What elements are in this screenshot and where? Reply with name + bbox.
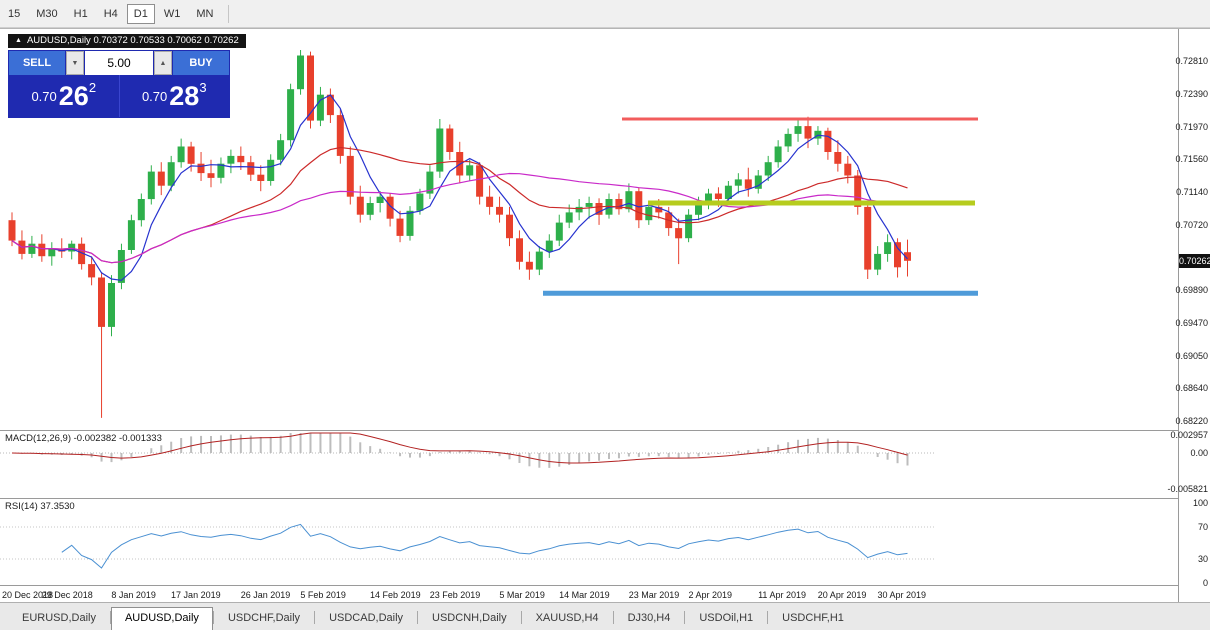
- toolbar-separator: [228, 4, 230, 23]
- tab-audusd-daily[interactable]: AUDUSD,Daily: [110, 607, 213, 630]
- tab-separator: [212, 611, 214, 624]
- price-tick-label: 0.72810: [1175, 56, 1208, 66]
- date-label: 5 Mar 2019: [499, 590, 545, 600]
- timeframe-button-h1[interactable]: H1: [73, 7, 88, 20]
- price-tick-label: 0.69890: [1175, 285, 1208, 296]
- volume-input[interactable]: 5.00: [85, 51, 153, 75]
- rsi-line: [61, 523, 908, 569]
- ma-line-5: [11, 94, 908, 281]
- tab-separator: [314, 611, 316, 624]
- date-axis[interactable]: 20 Dec 2018 29 Dec 2018 8 Jan 2019 17 Jan 2…: [0, 586, 1178, 603]
- buy-price-frac: 3: [199, 80, 207, 95]
- tab-usdchf-daily[interactable]: USDCHF,Daily: [227, 612, 301, 624]
- date-label: 8 Jan 2019: [111, 590, 156, 600]
- sell-price-main: 0.70: [31, 88, 57, 104]
- volume-dropdown-button[interactable]: ▼: [66, 51, 84, 75]
- macd-panel[interactable]: [0, 431, 1178, 498]
- tab-separator: [767, 611, 769, 624]
- price-tick-label: 0.70720: [1175, 219, 1208, 230]
- price-tick-label: 0.69470: [1175, 317, 1208, 328]
- date-label: 29 Dec 2018: [41, 590, 93, 600]
- tab-usdcad-daily[interactable]: USDCAD,Daily: [329, 612, 404, 624]
- buy-button[interactable]: BUY: [173, 51, 229, 75]
- price-axis[interactable]: 0.72810 0.72390 0.71970 0.71560 0.71140 0.707…: [1167, 29, 1210, 603]
- buy-price-button[interactable]: 0.70 28 3: [120, 75, 230, 117]
- rsi-tick-label: 30: [1197, 554, 1208, 564]
- candlestick-chart[interactable]: [0, 29, 1178, 430]
- macd-tick-label: -0.005821: [1167, 483, 1208, 494]
- tab-dj30-h4[interactable]: DJ30,H4: [627, 612, 671, 624]
- macd-histogram: [20, 433, 909, 468]
- timeframe-button-m30[interactable]: M30: [36, 7, 58, 20]
- ma-line-40: [11, 172, 908, 264]
- rsi-panel[interactable]: [0, 499, 1178, 585]
- caret-down-icon: ▼: [71, 59, 79, 67]
- timeframe-button-mn[interactable]: MN: [196, 7, 214, 20]
- price-tick-label: 0.68220: [1175, 416, 1208, 426]
- buy-price-main: 0.70: [141, 88, 168, 104]
- timeframe-button-w1[interactable]: W1: [163, 7, 181, 20]
- date-label: 14 Mar 2019: [559, 590, 610, 600]
- rsi-tick-label: 0: [1202, 578, 1208, 588]
- panel-separator: [0, 585, 1210, 586]
- tab-separator: [612, 611, 614, 624]
- macd-label: MACD(12,26,9) -0.002382 -0.001333: [5, 433, 162, 444]
- panel-separator[interactable]: [0, 430, 1210, 431]
- candles-layer: [8, 50, 911, 418]
- price-tick-label: 0.72390: [1175, 88, 1208, 99]
- chart-tab-bar: EURUSD,Daily AUDUSD,Daily USDCHF,Daily U…: [0, 602, 1210, 630]
- macd-tick-label: 0.002957: [1170, 429, 1208, 440]
- symbol-marker-icon: ▲: [15, 37, 22, 44]
- tab-usdoil-h1[interactable]: USDOil,H1: [699, 612, 754, 624]
- price-tick-label: 0.69050: [1175, 350, 1208, 361]
- volume-up-button[interactable]: ▲: [154, 51, 172, 75]
- date-label: 23 Mar 2019: [628, 590, 680, 600]
- tab-usdcnh-daily[interactable]: USDCNH,Daily: [432, 612, 507, 624]
- sell-price-pips: 26: [58, 80, 89, 111]
- tab-xauusd-h4[interactable]: XAUUSD,H4: [535, 612, 599, 624]
- panel-separator[interactable]: [0, 498, 1210, 499]
- timeframe-button-h4[interactable]: H4: [103, 7, 118, 20]
- macd-signal-line: [11, 432, 908, 464]
- timeframe-button-d1[interactable]: D1: [126, 3, 155, 24]
- date-label: 23 Feb 2019: [429, 590, 481, 600]
- date-label: 17 Jan 2019: [171, 590, 221, 600]
- one-click-trading-panel: SELL ▼ 5.00 ▲ BUY 0.70 26 2 0.70 28 3: [8, 50, 230, 118]
- buy-price-pips: 28: [169, 80, 200, 111]
- date-label: 30 Apr 2019: [877, 590, 927, 600]
- date-label: 20 Apr 2019: [817, 590, 867, 600]
- trade-prices-row: 0.70 26 2 0.70 28 3: [9, 75, 229, 117]
- current-price-box: 0.70262: [1179, 253, 1210, 268]
- price-tick-label: 0.68640: [1175, 383, 1208, 394]
- caret-up-icon: ▲: [159, 59, 167, 67]
- timeframe-button-m15[interactable]: 15: [8, 7, 21, 20]
- date-label: 5 Feb 2019: [300, 590, 346, 600]
- date-label: 2 Apr 2019: [688, 590, 732, 600]
- tab-separator: [417, 611, 419, 624]
- tab-eurusd-daily[interactable]: EURUSD,Daily: [22, 612, 96, 624]
- sell-button[interactable]: SELL: [9, 51, 65, 75]
- chart-window: 0.72810 0.72390 0.71970 0.71560 0.71140 0.707…: [0, 28, 1210, 603]
- chart-title-bar: ▲ AUDUSD,Daily 0.70372 0.70533 0.70062 0…: [8, 34, 246, 48]
- rsi-label: RSI(14) 37.3530: [5, 501, 75, 512]
- tab-separator: [520, 611, 522, 624]
- tab-separator: [684, 611, 686, 624]
- tab-usdchf-h1[interactable]: USDCHF,H1: [782, 612, 844, 624]
- price-tick-label: 0.71560: [1175, 154, 1208, 165]
- rsi-tick-label: 100: [1192, 498, 1208, 508]
- macd-tick-label: 0.00: [1190, 448, 1208, 458]
- price-tick-label: 0.71140: [1176, 186, 1208, 197]
- trade-controls-row: SELL ▼ 5.00 ▲ BUY: [9, 51, 229, 75]
- date-label: 14 Feb 2019: [370, 590, 421, 600]
- sell-price-frac: 2: [88, 80, 97, 95]
- rsi-tick-label: 70: [1197, 522, 1208, 532]
- sell-price-button[interactable]: 0.70 26 2: [9, 75, 120, 117]
- date-label: 26 Jan 2019: [240, 590, 291, 600]
- timeframe-toolbar: 15 M30 H1 H4 D1 W1 MN: [0, 0, 1210, 28]
- tab-separator: [109, 611, 111, 624]
- date-label: 20 Dec 2018: [2, 590, 54, 600]
- chart-title: AUDUSD,Daily 0.70372 0.70533 0.70062 0.7…: [26, 35, 239, 46]
- date-label: 11 Apr 2019: [758, 590, 806, 600]
- price-tick-label: 0.71970: [1175, 121, 1208, 132]
